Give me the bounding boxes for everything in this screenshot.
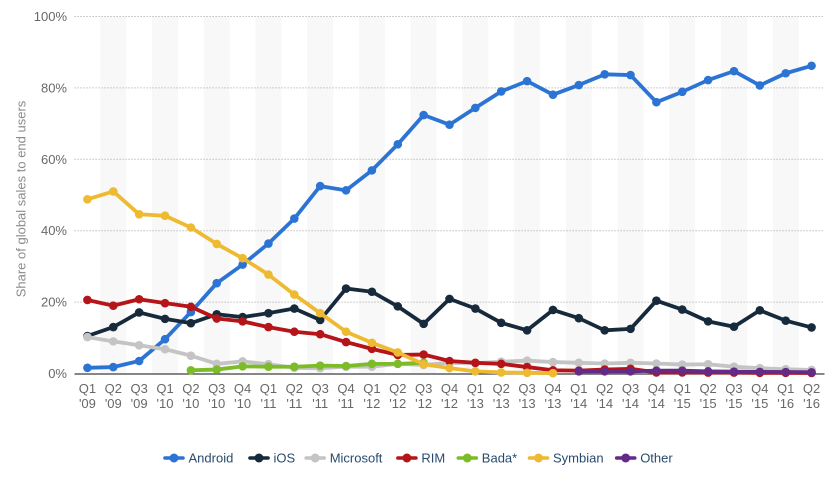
svg-text:Other: Other bbox=[640, 451, 673, 466]
svg-text:'16: '16 bbox=[803, 396, 820, 411]
svg-text:'12: '12 bbox=[415, 396, 432, 411]
svg-text:Q2: Q2 bbox=[182, 381, 199, 396]
svg-text:Q2: Q2 bbox=[389, 381, 406, 396]
svg-text:Q3: Q3 bbox=[725, 381, 742, 396]
svg-text:Q3: Q3 bbox=[415, 381, 432, 396]
svg-text:80%: 80% bbox=[41, 80, 67, 95]
svg-text:Symbian: Symbian bbox=[553, 451, 604, 466]
svg-text:'11: '11 bbox=[260, 396, 276, 411]
svg-text:Q1: Q1 bbox=[777, 381, 794, 396]
svg-text:'13: '13 bbox=[544, 396, 561, 411]
svg-text:'14: '14 bbox=[648, 396, 665, 411]
svg-text:Q3: Q3 bbox=[130, 381, 147, 396]
svg-text:60%: 60% bbox=[41, 152, 67, 167]
svg-text:'15: '15 bbox=[674, 396, 691, 411]
svg-text:Q2: Q2 bbox=[493, 381, 510, 396]
svg-text:'13: '13 bbox=[493, 396, 510, 411]
svg-text:'12: '12 bbox=[441, 396, 458, 411]
svg-text:Q1: Q1 bbox=[363, 381, 380, 396]
svg-text:0%: 0% bbox=[48, 366, 67, 381]
svg-text:'13: '13 bbox=[519, 396, 536, 411]
svg-text:20%: 20% bbox=[41, 295, 67, 310]
svg-text:'15: '15 bbox=[700, 396, 717, 411]
svg-text:Q2: Q2 bbox=[699, 381, 716, 396]
svg-text:40%: 40% bbox=[41, 223, 67, 238]
svg-text:Q1: Q1 bbox=[156, 381, 173, 396]
svg-text:'14: '14 bbox=[622, 396, 639, 411]
svg-text:Microsoft: Microsoft bbox=[330, 451, 383, 466]
svg-text:'09: '09 bbox=[105, 396, 122, 411]
svg-text:Q4: Q4 bbox=[337, 381, 354, 396]
svg-text:Q2: Q2 bbox=[596, 381, 613, 396]
svg-text:100%: 100% bbox=[34, 9, 68, 24]
svg-text:'12: '12 bbox=[389, 396, 406, 411]
svg-text:Q3: Q3 bbox=[208, 381, 225, 396]
svg-text:'15: '15 bbox=[751, 396, 768, 411]
svg-text:'09: '09 bbox=[131, 396, 148, 411]
svg-text:Q4: Q4 bbox=[648, 381, 665, 396]
svg-text:Q3: Q3 bbox=[518, 381, 535, 396]
svg-text:Q1: Q1 bbox=[79, 381, 96, 396]
svg-text:Q4: Q4 bbox=[544, 381, 561, 396]
svg-text:Bada*: Bada* bbox=[482, 451, 517, 466]
svg-text:Android: Android bbox=[189, 451, 234, 466]
svg-text:Q1: Q1 bbox=[467, 381, 484, 396]
svg-text:Q2: Q2 bbox=[105, 381, 122, 396]
svg-text:Q2: Q2 bbox=[803, 381, 820, 396]
svg-text:'11: '11 bbox=[286, 396, 302, 411]
svg-text:'13: '13 bbox=[467, 396, 484, 411]
svg-text:Q3: Q3 bbox=[622, 381, 639, 396]
svg-text:'11: '11 bbox=[312, 396, 328, 411]
svg-text:Q1: Q1 bbox=[674, 381, 691, 396]
svg-text:'14: '14 bbox=[596, 396, 613, 411]
svg-text:Q4: Q4 bbox=[441, 381, 458, 396]
svg-text:Q4: Q4 bbox=[751, 381, 768, 396]
svg-text:'12: '12 bbox=[363, 396, 380, 411]
svg-text:Q1: Q1 bbox=[570, 381, 587, 396]
svg-text:RIM: RIM bbox=[421, 451, 445, 466]
svg-text:'10: '10 bbox=[157, 396, 174, 411]
svg-text:iOS: iOS bbox=[274, 451, 296, 466]
svg-text:'14: '14 bbox=[570, 396, 587, 411]
svg-text:Share of global sales to end u: Share of global sales to end users bbox=[14, 100, 29, 297]
svg-text:Q4: Q4 bbox=[234, 381, 251, 396]
svg-text:Q2: Q2 bbox=[286, 381, 303, 396]
svg-text:Q3: Q3 bbox=[312, 381, 329, 396]
svg-text:Q1: Q1 bbox=[260, 381, 277, 396]
svg-text:'10: '10 bbox=[208, 396, 225, 411]
svg-text:'11: '11 bbox=[338, 396, 354, 411]
svg-text:'15: '15 bbox=[726, 396, 743, 411]
svg-text:'16: '16 bbox=[777, 396, 794, 411]
svg-text:'10: '10 bbox=[182, 396, 199, 411]
svg-text:'10: '10 bbox=[234, 396, 251, 411]
svg-text:'09: '09 bbox=[79, 396, 96, 411]
